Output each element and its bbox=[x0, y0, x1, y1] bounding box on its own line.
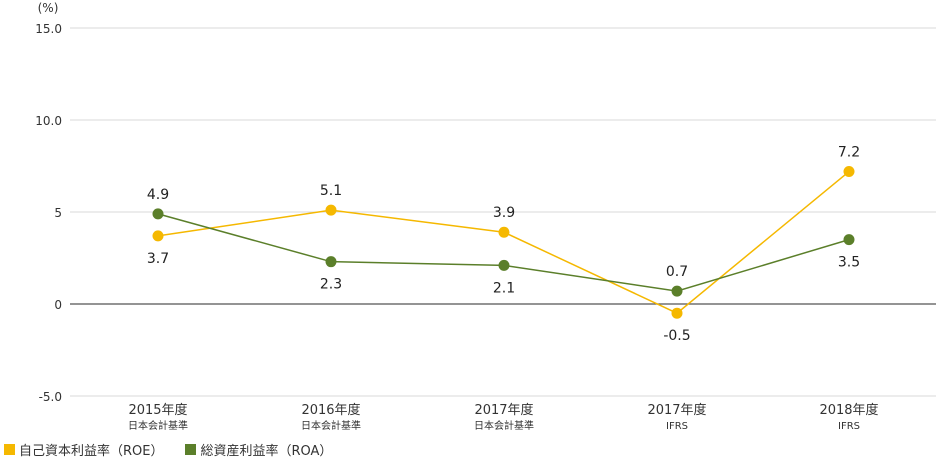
legend-label-roe: 自己資本利益率（ROE） bbox=[19, 444, 164, 459]
data-label-s1-0: 4.9 bbox=[147, 187, 169, 203]
y-axis-ticks: 15.0 10.0 5 0 -5.0 bbox=[35, 22, 62, 404]
data-point-s1-2 bbox=[498, 259, 510, 271]
y-tick-label-4: -5.0 bbox=[39, 390, 62, 404]
data-point-s0-1 bbox=[325, 204, 337, 216]
series-points bbox=[152, 166, 855, 319]
data-label-s0-1: 5.1 bbox=[320, 183, 342, 199]
x-tick-year-1: 2016年度 bbox=[301, 402, 360, 418]
legend-label-roa: 総資産利益率（ROA） bbox=[200, 444, 333, 459]
x-tick-standard-4: IFRS bbox=[838, 421, 860, 432]
data-point-s1-4 bbox=[843, 234, 855, 246]
data-point-s1-3 bbox=[671, 285, 683, 297]
data-label-s1-2: 2.1 bbox=[493, 280, 515, 296]
data-label-s1-1: 2.3 bbox=[320, 277, 342, 293]
legend-item-roa: 総資産利益率（ROA） bbox=[185, 440, 332, 459]
line-chart: (%) 15.010.050-5.0 2015年度日本会計基準2016年度日本会… bbox=[35, 1, 936, 432]
data-label-s1-4: 3.5 bbox=[838, 255, 860, 271]
x-axis-ticks: 2015年度日本会計基準2016年度日本会計基準2017年度日本会計基準2017… bbox=[128, 402, 879, 432]
legend-swatch-roa bbox=[185, 444, 197, 455]
x-tick-year-4: 2018年度 bbox=[819, 402, 878, 418]
y-tick-label-2: 5 bbox=[54, 206, 62, 220]
data-point-s1-0 bbox=[152, 208, 164, 220]
x-tick-year-0: 2015年度 bbox=[128, 402, 187, 418]
x-tick-year-2: 2017年度 bbox=[474, 402, 533, 418]
data-label-s0-4: 7.2 bbox=[838, 145, 860, 161]
x-tick-standard-1: 日本会計基準 bbox=[301, 419, 361, 432]
legend-swatch-roe bbox=[4, 444, 15, 455]
data-label-s0-3: -0.5 bbox=[663, 328, 690, 344]
y-tick-label-0: 15.0 bbox=[35, 22, 62, 36]
data-point-s0-4 bbox=[843, 166, 855, 178]
data-label-s0-0: 3.7 bbox=[147, 251, 169, 267]
grid-lines bbox=[70, 27, 936, 397]
data-point-s0-0 bbox=[152, 230, 164, 242]
legend-item-roe: 自己資本利益率（ROE） bbox=[4, 440, 163, 459]
y-tick-label-3: 0 bbox=[54, 298, 62, 312]
data-point-s1-1 bbox=[325, 256, 337, 268]
x-tick-standard-0: 日本会計基準 bbox=[128, 419, 188, 432]
legend: 自己資本利益率（ROE） 総資産利益率（ROA） bbox=[4, 440, 332, 459]
data-labels: 3.7 5.1 3.9 -0.5 7.2 4.9 2.3 2.1 0.7 3.5 bbox=[147, 145, 860, 345]
data-point-s0-2 bbox=[498, 226, 510, 238]
data-label-s1-3: 0.7 bbox=[666, 264, 688, 280]
y-unit-label: (%) bbox=[38, 1, 59, 15]
data-point-s0-3 bbox=[671, 307, 683, 319]
x-tick-standard-2: 日本会計基準 bbox=[474, 419, 534, 432]
x-tick-standard-3: IFRS bbox=[666, 421, 688, 432]
x-tick-year-3: 2017年度 bbox=[647, 402, 706, 418]
y-tick-label-1: 10.0 bbox=[35, 114, 62, 128]
data-label-s0-2: 3.9 bbox=[493, 205, 515, 221]
